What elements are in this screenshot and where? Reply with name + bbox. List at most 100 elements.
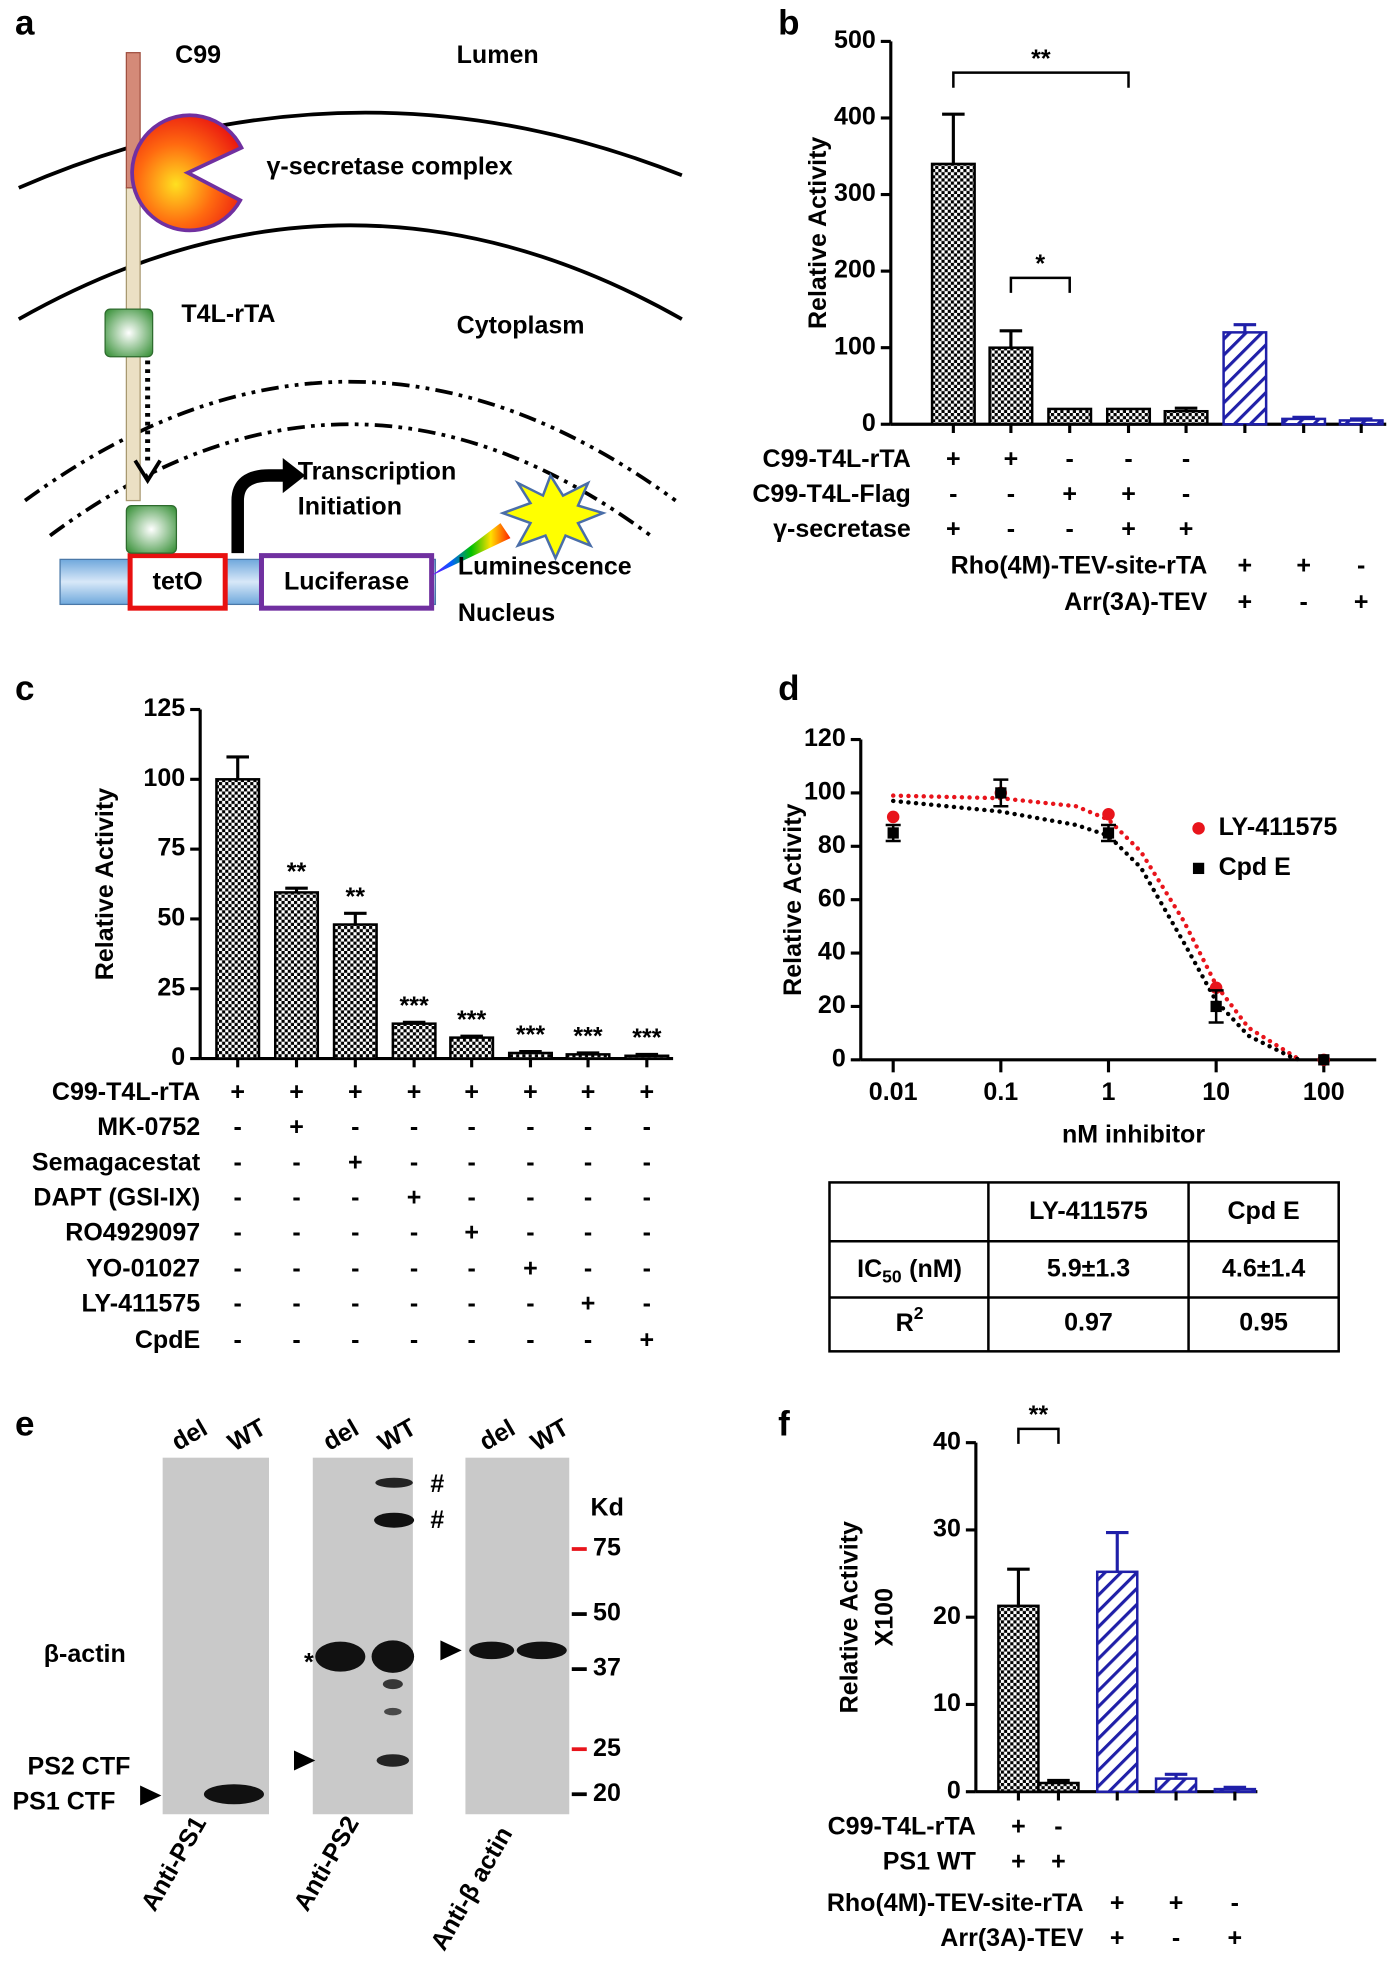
condition-sign: -	[410, 1290, 418, 1318]
error-bar	[1105, 1530, 1129, 1572]
y-tick-label: 0	[832, 1044, 846, 1072]
label: γ-secretase complex	[266, 152, 512, 180]
marker-unit: Kd	[591, 1494, 624, 1522]
label: Nucleus	[458, 599, 555, 627]
band-label: PS1 CTF	[13, 1788, 116, 1816]
condition-sign: -	[643, 1290, 651, 1318]
lane-label: del	[475, 1414, 520, 1456]
band-symbol: #	[430, 1506, 444, 1534]
y-tick-label: 25	[157, 973, 185, 1001]
row-label-unit: (nM)	[909, 1255, 962, 1283]
x-tick-label: 0.1	[983, 1078, 1018, 1106]
condition-sign: +	[1121, 480, 1136, 508]
condition-sign: -	[351, 1218, 359, 1246]
y-tick-label: 40	[818, 938, 846, 966]
condition-label: Arr(3A)-TEV	[940, 1924, 1083, 1952]
condition-sign: +	[946, 445, 961, 473]
condition-sign: +	[1062, 480, 1077, 508]
condition-sign: -	[584, 1326, 592, 1354]
bar	[565, 1053, 611, 1060]
condition-sign: +	[1238, 588, 1253, 616]
marker-label: 20	[593, 1779, 621, 1807]
gamma-secretase	[130, 113, 244, 233]
condition-sign: +	[1110, 1889, 1125, 1917]
panel-label: f	[778, 1405, 790, 1444]
y-tick-label: 100	[834, 332, 876, 360]
blot-membrane	[162, 1457, 269, 1815]
label: T4L-rTA	[181, 300, 275, 328]
band-symbol: #	[430, 1470, 444, 1498]
significance: **	[1029, 1401, 1049, 1429]
light	[431, 523, 511, 576]
condition-sign: -	[292, 1326, 300, 1354]
condition-sign: -	[468, 1148, 476, 1176]
legend-label: Cpd E	[1219, 853, 1291, 881]
error-bar	[1164, 1772, 1188, 1779]
y-tick-label: 100	[143, 764, 185, 792]
y-tick-label: 10	[933, 1689, 961, 1717]
point	[1102, 827, 1115, 839]
condition-sign: +	[523, 1255, 538, 1283]
condition-sign: +	[407, 1078, 422, 1106]
condition-label: C99-T4L-rTA	[763, 445, 911, 473]
condition-label: Arr(3A)-TEV	[1064, 588, 1207, 616]
significance: ***	[400, 992, 429, 1020]
bar	[1338, 419, 1384, 426]
condition-sign: -	[234, 1326, 242, 1354]
marker-label: 50	[593, 1599, 621, 1627]
y-tick-label: 20	[933, 1602, 961, 1630]
table-header: LY-411575	[1029, 1197, 1148, 1225]
y-axis-label: Relative Activity	[91, 788, 119, 980]
marker-label: 25	[593, 1734, 621, 1762]
label: Luciferase	[284, 568, 409, 596]
table-border	[828, 1181, 1340, 1353]
bar	[332, 923, 378, 1060]
significance: ***	[457, 1006, 486, 1034]
condition-sign: -	[234, 1148, 242, 1176]
luminescence-star	[499, 472, 607, 562]
y-tick-label: 80	[818, 831, 846, 859]
y-tick-label: 300	[834, 179, 876, 207]
condition-sign: +	[1296, 551, 1311, 579]
lane-label: del	[318, 1414, 363, 1456]
bar	[1047, 407, 1093, 426]
condition-sign: -	[643, 1183, 651, 1211]
significance: ***	[632, 1024, 661, 1052]
condition-sign: -	[1182, 445, 1190, 473]
condition-sign: +	[1011, 1848, 1026, 1876]
condition-sign: +	[640, 1326, 655, 1354]
condition-sign: -	[351, 1183, 359, 1211]
condition-sign: -	[584, 1255, 592, 1283]
condition-sign: -	[292, 1218, 300, 1246]
fit-curve	[890, 793, 1303, 1063]
condition-sign: -	[234, 1255, 242, 1283]
lane-label: WT	[373, 1413, 421, 1457]
condition-sign: -	[1357, 551, 1365, 579]
band	[375, 1477, 413, 1488]
error-bar	[460, 1034, 483, 1038]
arrow-head	[282, 458, 306, 494]
condition-sign: +	[289, 1113, 304, 1141]
y-tick-label: 100	[804, 778, 846, 806]
condition-sign: +	[464, 1078, 479, 1106]
bar	[507, 1051, 553, 1060]
band	[374, 1512, 415, 1528]
condition-sign: +	[581, 1290, 596, 1318]
condition-sign: -	[1299, 588, 1307, 616]
t4l-rta	[104, 308, 154, 358]
condition-sign: -	[292, 1183, 300, 1211]
condition-label: Rho(4M)-TEV-site-rTA	[827, 1889, 1084, 1917]
error-bar	[285, 886, 308, 893]
condition-sign: -	[1231, 1889, 1239, 1917]
table-cell: 4.6±1.4	[1222, 1255, 1305, 1283]
panel-label: b	[778, 3, 799, 42]
condition-sign: -	[410, 1255, 418, 1283]
legend-marker	[1192, 822, 1205, 835]
condition-sign: -	[410, 1218, 418, 1246]
error-bar	[576, 1051, 600, 1055]
bar	[988, 346, 1034, 426]
label: tetO	[153, 568, 203, 596]
y-tick-label: 400	[834, 103, 876, 131]
condition-sign: +	[1238, 551, 1253, 579]
